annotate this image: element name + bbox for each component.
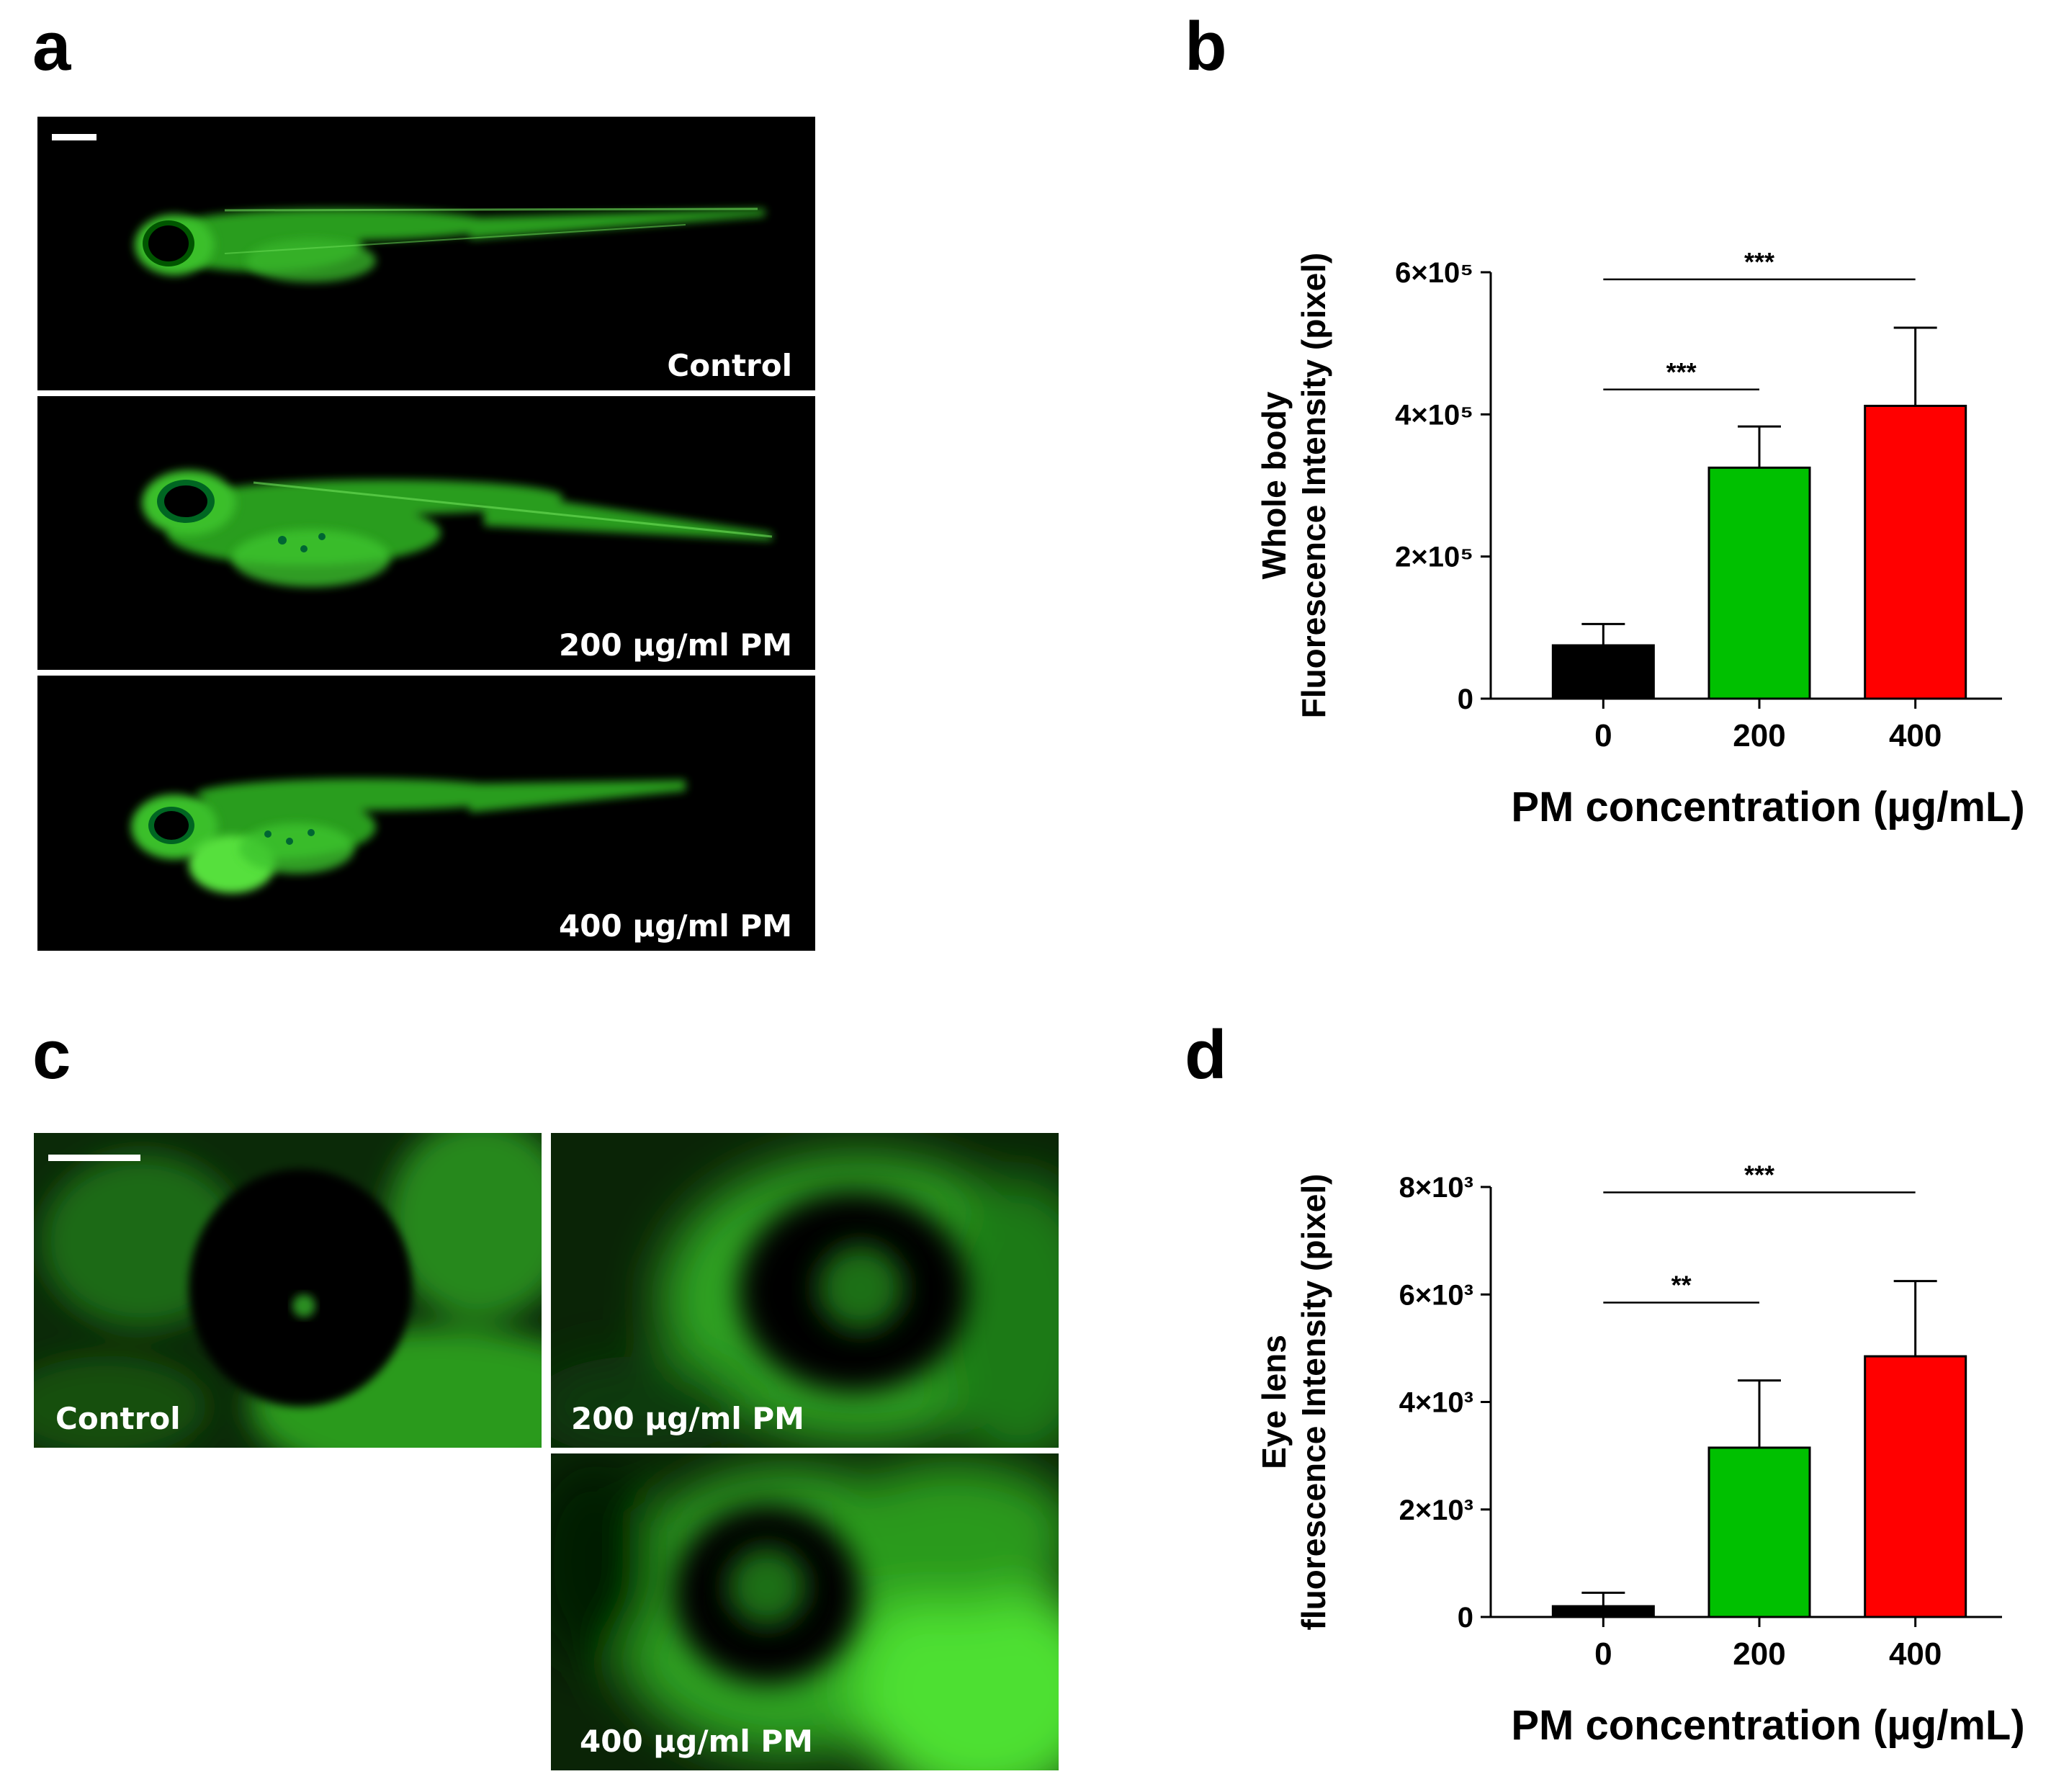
x-tick-label: 200 (1733, 718, 1785, 753)
x-axis-label: PM concentration (µg/mL) (1511, 1702, 2024, 1749)
fish-image-200: 200 µg/ml PM (37, 396, 815, 670)
y-tick-label: 6×10³ (1399, 1279, 1473, 1311)
bar-0 (1551, 1605, 1655, 1618)
eye-image-400: 400 µg/ml PM (551, 1453, 1059, 1770)
x-tick-label: 0 (1594, 1636, 1612, 1672)
eye-image-200: 200 µg/ml PM (551, 1133, 1059, 1448)
y-axis-label-line2: Fluorescence Intensity (pixel) (1295, 253, 1332, 719)
bar-400 (1864, 404, 1967, 700)
bar-200 (1707, 1446, 1811, 1618)
panel-c-letter: c (32, 1016, 71, 1093)
significance-label: ** (1671, 1270, 1692, 1299)
label-control: Control (667, 348, 792, 383)
x-tick-label: 0 (1594, 718, 1612, 753)
x-axis-label: PM concentration (µg/mL) (1511, 784, 2024, 830)
panel-a-letter: a (32, 8, 71, 85)
bar-200 (1707, 466, 1811, 700)
y-tick-label: 2×10⁵ (1395, 542, 1473, 573)
y-tick-label: 0 (1458, 1602, 1473, 1634)
eye-image-control: Control (34, 1133, 542, 1448)
label-400: 400 µg/ml PM (580, 1724, 813, 1759)
label-400: 400 µg/ml PM (559, 908, 792, 944)
y-axis-label-line2: fluorescence Intensity (pixel) (1295, 1174, 1332, 1631)
bar-400 (1864, 1355, 1967, 1618)
x-tick-label: 400 (1889, 1636, 1942, 1672)
zebrafish-fluorescence-image (135, 207, 765, 282)
eye-fluorescence-image (551, 1133, 1059, 1448)
label-200: 200 µg/ml PM (571, 1401, 804, 1436)
y-tick-label: 8×10³ (1399, 1172, 1473, 1204)
label-control: Control (55, 1401, 181, 1436)
scale-bar (48, 1155, 140, 1161)
chart-b: 0 2×10⁵ 4×10⁵ 6×10⁵ 0 200 400 *** *** PM concentr… (1224, 216, 2069, 864)
significance-label: *** (1666, 357, 1697, 387)
eye-fluorescence-image (551, 1453, 1059, 1770)
eye-fluorescence-image (34, 1133, 542, 1448)
chart-b-svg: 0 2×10⁵ 4×10⁵ 6×10⁵ 0 200 400 *** *** PM concentr… (1255, 247, 2025, 830)
panel-b-letter: b (1185, 8, 1227, 85)
zebrafish-fluorescence-image (142, 470, 773, 587)
significance-label: *** (1744, 1160, 1774, 1189)
significance-label: *** (1744, 247, 1774, 277)
panel-d-letter: d (1185, 1016, 1227, 1093)
chart-d: 0 2×10³ 4×10³ 6×10³ 8×10³ 0 200 400 ** *** PM conc… (1224, 1138, 2069, 1786)
y-tick-label: 4×10³ (1399, 1387, 1473, 1419)
bar-0 (1551, 644, 1655, 700)
x-tick-label: 400 (1889, 718, 1942, 753)
y-axis-label-line1: Whole body (1255, 391, 1293, 579)
fish-image-control: Control (37, 117, 815, 390)
fish-image-400: 400 µg/ml PM (37, 676, 815, 951)
x-tick-label: 200 (1733, 1636, 1785, 1672)
y-tick-label: 2×10³ (1399, 1495, 1473, 1526)
y-tick-label: 6×10⁵ (1395, 257, 1473, 289)
y-tick-label: 4×10⁵ (1395, 399, 1473, 431)
scale-bar (52, 134, 97, 140)
label-200: 200 µg/ml PM (559, 627, 792, 663)
zebrafish-fluorescence-image (131, 779, 686, 893)
y-axis-label-line1: Eye lens (1255, 1335, 1293, 1469)
y-tick-label: 0 (1458, 684, 1473, 715)
